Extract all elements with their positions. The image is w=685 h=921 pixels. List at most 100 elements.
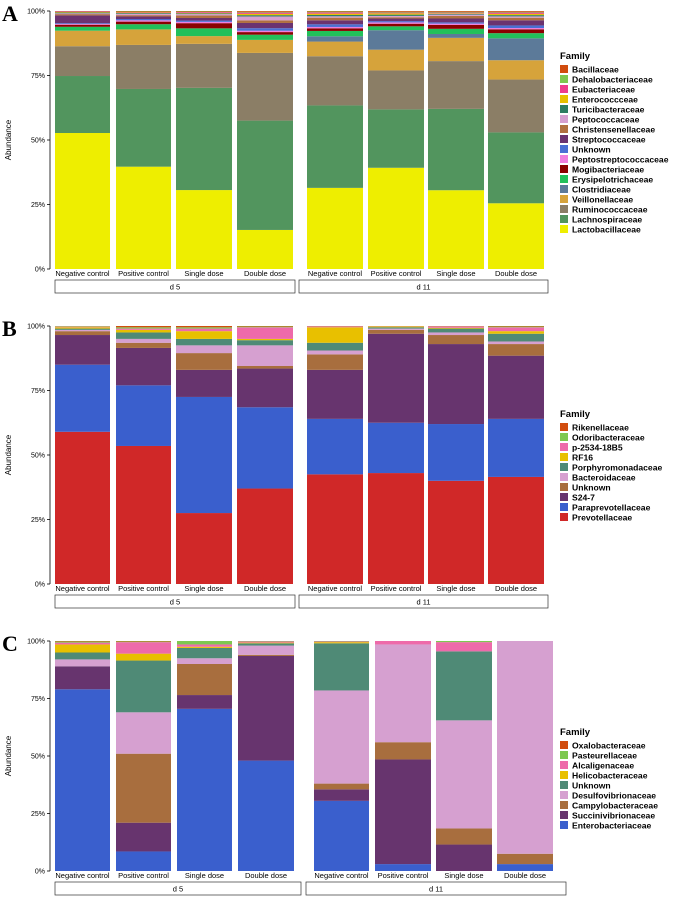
bar-segment-christensenellaceae: [368, 17, 424, 19]
bar-segment-peptostreptococcaceae: [488, 28, 544, 30]
group-label: d 11: [416, 283, 430, 292]
bar-segment-christensenellaceae: [116, 15, 171, 17]
bar-segment-porphyromonadaceae: [116, 332, 171, 339]
bar-segment-dehalobacteriaceae: [176, 11, 232, 13]
legend-swatch: [560, 195, 568, 203]
x-category-label: Single dose: [444, 871, 483, 880]
bar-segment-veillonellaceae: [488, 60, 544, 80]
bar-segment-unknown: [488, 344, 544, 356]
legend-swatch: [560, 453, 568, 461]
bar-segment-p-2534-18b5: [428, 326, 484, 328]
bar-segment-rf16: [55, 327, 110, 329]
legend-item-label: Dehalobacteriaceae: [572, 74, 653, 84]
bar-segment-peptococcaceae: [237, 16, 293, 21]
bar-segment-alcaligenaceae: [238, 641, 294, 643]
bar-segment-bacillaceae: [176, 11, 232, 12]
bar-segment-paraprevotellaceae: [116, 385, 171, 446]
legend-item-label: Paraprevotellaceae: [572, 502, 651, 512]
y-axis-title: Abundance: [4, 735, 13, 776]
group-label: d 5: [173, 885, 183, 894]
bar-segment-prevotellaceae: [488, 476, 544, 584]
bar-segment-streptococcaceae: [176, 17, 232, 21]
legend-swatch: [560, 175, 568, 183]
bar-segment-enterobacteriaceae: [177, 708, 232, 871]
bar-segment-helicobacteraceae: [314, 642, 369, 644]
bar-segment-p-2534-18b5: [488, 327, 544, 332]
bar-segment-bacteroidaceae: [55, 329, 110, 332]
bar-segment-peptostreptococcaceae: [116, 20, 171, 22]
bar-segment-campylobacteraceae: [177, 664, 232, 696]
bar-segment-odoribacteraceae: [488, 326, 544, 328]
x-category-label: Single dose: [436, 269, 475, 278]
bar-segment-bacteroidaceae: [116, 338, 171, 343]
legend-item-label: Lachnospiraceae: [572, 214, 642, 224]
bar-segment-campylobacteraceae: [314, 783, 369, 790]
bar-segment-desulfovibrionaceae: [497, 641, 553, 854]
legend-title: Family: [560, 727, 591, 738]
x-category-label: Negative control: [314, 871, 369, 880]
x-category-label: Positive control: [371, 269, 422, 278]
bar-segment-peptostreptococcaceae: [55, 23, 110, 25]
bar-segment-ruminococcaceae: [237, 52, 293, 121]
y-tick-label: 100%: [27, 324, 45, 331]
bar-segment-unknown: [116, 19, 171, 21]
bar-segment-mogibacteriaceae: [176, 23, 232, 29]
bar-segment-unknown: [55, 331, 110, 336]
legend-item-label: Succinivibrionaceae: [572, 810, 655, 820]
legend-item-label: RF16: [572, 452, 593, 462]
legend-swatch: [560, 105, 568, 113]
y-tick-label: 50%: [31, 754, 45, 761]
legend-swatch: [560, 65, 568, 73]
group-box: [298, 594, 549, 609]
x-category-label: Negative control: [55, 584, 110, 593]
bar-segment-alcaligenaceae: [314, 641, 369, 643]
legend-item-label: Veillonellaceae: [572, 194, 633, 204]
x-category-label: Single dose: [436, 584, 475, 593]
bar-segment-enterococcceae: [116, 12, 171, 14]
bar-segment-alcaligenaceae: [375, 641, 431, 645]
bar-segment-clostridiaceae: [488, 38, 544, 61]
bar-segment-eubacteriaceae: [55, 11, 110, 13]
bar-segment-desulfovibrionaceae: [375, 644, 431, 743]
bar-segment-lachnospiraceae: [237, 120, 293, 230]
bar-segment-peptostreptococcaceae: [368, 22, 424, 24]
bar-segment-rf16: [368, 326, 424, 328]
bar-segment-enterobacteriaceae: [497, 864, 553, 871]
x-category-label: Positive control: [118, 584, 169, 593]
legend-item-label: Prevotellaceae: [572, 512, 632, 522]
bar-segment-turicibacteraceae: [307, 14, 363, 17]
bar-segment-dehalobacteriaceae: [307, 11, 363, 13]
legend-swatch: [560, 741, 568, 749]
bar-segment-helicobacteraceae: [55, 644, 110, 653]
legend-item-label: Bacillaceae: [572, 64, 619, 74]
bar-segment-s24-7: [55, 335, 110, 365]
legend-item-label: Porphyromonadaceae: [572, 462, 662, 472]
group-box: [54, 279, 296, 294]
bar-segment-porphyromonadaceae: [55, 328, 110, 330]
bar-segment-prevotellaceae: [116, 445, 171, 584]
x-category-label: Double dose: [495, 584, 537, 593]
bar-segment-eubacteriaceae: [116, 12, 171, 13]
x-category-label: Positive control: [378, 871, 429, 880]
bar-segment-ruminococcaceae: [368, 70, 424, 110]
legend-item-label: Christensenellaceae: [572, 124, 655, 134]
bar-segment-paraprevotellaceae: [307, 418, 363, 475]
group-label: d 11: [416, 598, 430, 607]
bar-segment-veillonellaceae: [116, 29, 171, 45]
bar-segment-lactobacillaceae: [176, 190, 232, 269]
bar-segment-erysipelotrichaceae: [55, 26, 110, 31]
bar-segment-christensenellaceae: [307, 17, 363, 21]
bar-segment-turicibacteraceae: [368, 14, 424, 16]
legend-swatch: [560, 761, 568, 769]
bar-segment-porphyromonadaceae: [176, 338, 232, 346]
bar-segment-unknown: [176, 20, 232, 22]
bar-segment-prevotellaceae: [428, 480, 484, 584]
legend-title: Family: [560, 51, 591, 62]
x-category-label: Negative control: [55, 269, 110, 278]
bar-segment-mogibacteriaceae: [428, 24, 484, 29]
bar-segment-lactobacillaceae: [428, 190, 484, 269]
bar-segment-pasteurellaceae: [116, 641, 171, 643]
legend-item-label: Enterococcceae: [572, 94, 638, 104]
bar-segment-bacteroidaceae: [176, 345, 232, 354]
y-tick-label: 100%: [27, 639, 45, 646]
